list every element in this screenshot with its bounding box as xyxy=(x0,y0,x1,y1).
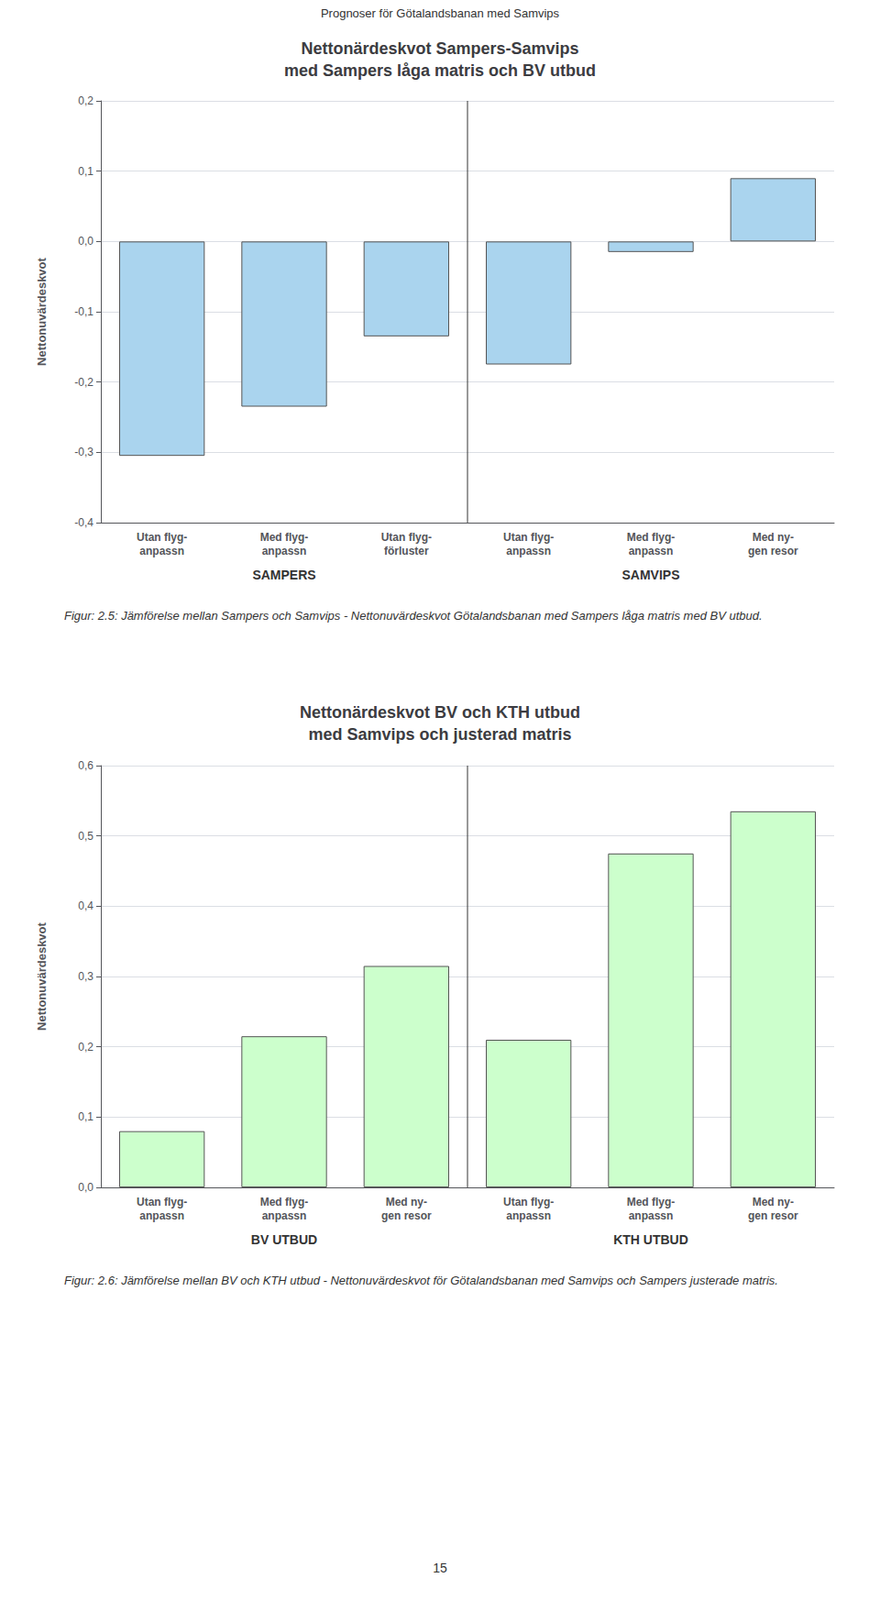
svg-text:0,0: 0,0 xyxy=(77,1180,94,1194)
svg-text:0,1: 0,1 xyxy=(77,1110,94,1123)
svg-text:anpassn: anpassn xyxy=(628,544,674,558)
svg-text:Figur: 2.5: Jämförelse mellan: Figur: 2.5: Jämförelse mellan Sampers oc… xyxy=(64,608,763,623)
svg-text:Utan flyg-: Utan flyg- xyxy=(503,530,554,544)
svg-text:gen resor: gen resor xyxy=(748,1209,799,1222)
svg-text:Med ny-: Med ny- xyxy=(752,1195,794,1209)
svg-text:-0,2: -0,2 xyxy=(74,375,94,389)
svg-text:Utan flyg-: Utan flyg- xyxy=(136,530,187,544)
svg-text:0,5: 0,5 xyxy=(77,829,94,843)
svg-text:Nettonärdeskvot Sampers-Samvip: Nettonärdeskvot Sampers-Samvips xyxy=(300,39,579,58)
svg-text:-0,3: -0,3 xyxy=(74,445,94,459)
svg-text:gen resor: gen resor xyxy=(748,544,799,558)
svg-text:0,1: 0,1 xyxy=(77,165,94,178)
svg-text:anpassn: anpassn xyxy=(262,544,308,558)
svg-text:Utan flyg-: Utan flyg- xyxy=(136,1195,187,1209)
svg-text:Med flyg-: Med flyg- xyxy=(260,530,309,544)
svg-text:Med ny-: Med ny- xyxy=(752,530,794,544)
svg-text:SAMPERS: SAMPERS xyxy=(252,567,316,583)
svg-text:med Samvips och justerad matri: med Samvips och justerad matris xyxy=(308,725,572,744)
svg-text:0,4: 0,4 xyxy=(77,899,94,913)
svg-text:Utan flyg-: Utan flyg- xyxy=(381,530,432,544)
svg-text:Med flyg-: Med flyg- xyxy=(627,530,676,544)
svg-text:gen resor: gen resor xyxy=(381,1209,432,1222)
svg-text:Utan flyg-: Utan flyg- xyxy=(503,1195,554,1209)
svg-text:förluster: förluster xyxy=(384,544,429,558)
svg-text:Nettonuvärdeskvot: Nettonuvärdeskvot xyxy=(34,921,49,1030)
svg-text:0,2: 0,2 xyxy=(77,94,94,108)
svg-text:Med flyg-: Med flyg- xyxy=(260,1195,309,1209)
svg-text:anpassn: anpassn xyxy=(628,1209,674,1222)
svg-text:KTH UTBUD: KTH UTBUD xyxy=(613,1232,689,1247)
svg-text:-0,4: -0,4 xyxy=(74,516,94,529)
svg-text:anpassn: anpassn xyxy=(506,1209,551,1222)
svg-text:Figur: 2.6: Jämförelse mellan: Figur: 2.6: Jämförelse mellan BV och KTH… xyxy=(64,1273,779,1287)
svg-text:0,6: 0,6 xyxy=(77,759,94,772)
svg-text:anpassn: anpassn xyxy=(262,1209,308,1222)
svg-text:15: 15 xyxy=(432,1560,448,1575)
svg-text:Med flyg-: Med flyg- xyxy=(627,1195,676,1209)
svg-text:0,3: 0,3 xyxy=(77,969,94,983)
svg-text:med Sampers låga matris och BV: med Sampers låga matris och BV utbud xyxy=(284,61,596,80)
svg-text:Prognoser för Götalandsbanan m: Prognoser för Götalandsbanan med Samvips xyxy=(320,6,561,21)
svg-text:anpassn: anpassn xyxy=(139,544,185,558)
svg-text:BV UTBUD: BV UTBUD xyxy=(251,1232,318,1247)
svg-text:anpassn: anpassn xyxy=(506,544,551,558)
svg-text:anpassn: anpassn xyxy=(139,1209,185,1222)
svg-text:0,0: 0,0 xyxy=(77,234,94,248)
svg-text:0,2: 0,2 xyxy=(77,1040,94,1054)
svg-text:SAMVIPS: SAMVIPS xyxy=(621,567,680,583)
svg-text:-0,1: -0,1 xyxy=(74,305,94,319)
svg-text:Med ny-: Med ny- xyxy=(385,1195,428,1209)
svg-text:Nettonuvärdeskvot: Nettonuvärdeskvot xyxy=(34,256,49,365)
svg-text:Nettonärdeskvot BV och KTH utb: Nettonärdeskvot BV och KTH utbud xyxy=(299,703,581,722)
